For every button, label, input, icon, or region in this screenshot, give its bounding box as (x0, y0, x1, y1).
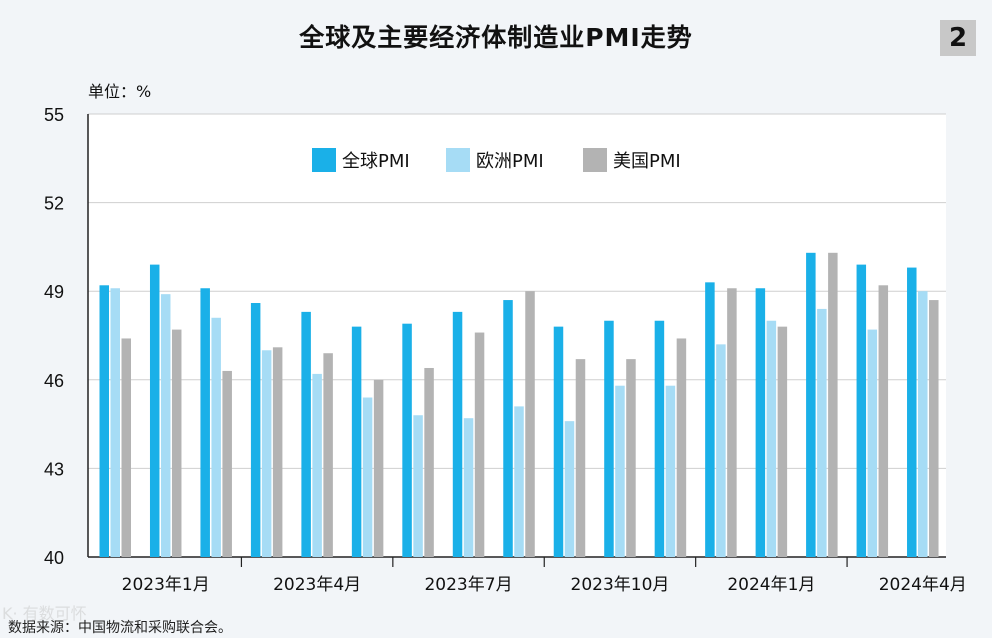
bar-global-2024-01 (705, 282, 715, 557)
bar-europe-2023-05 (312, 373, 322, 557)
bar-global-2023-02 (149, 264, 160, 557)
data-source-note: 数据来源：中国物流和采购联合会。 (8, 620, 232, 636)
legend-swatch-europe (446, 148, 470, 172)
bar-us-2024-03 (828, 252, 838, 557)
bar-global-2024-04 (856, 264, 867, 557)
bar-us-2023-01 (121, 338, 131, 557)
bar-us-2023-12 (676, 338, 687, 557)
legend-label-us: 美国PMI (613, 151, 681, 172)
bar-global-2023-04 (250, 303, 261, 557)
bar-global-2023-11 (604, 320, 614, 557)
legend-swatch-us (583, 148, 607, 172)
x-tick-label: 2023年10月 (571, 575, 670, 595)
bar-us-2023-04 (272, 347, 283, 557)
bar-us-2023-02 (171, 329, 182, 557)
bar-europe-2023-01 (110, 288, 120, 557)
y-tick-label: 49 (44, 282, 64, 302)
legend-swatch-global (312, 148, 336, 172)
legend-label-europe: 欧洲PMI (476, 151, 544, 172)
bar-us-2024-04 (878, 285, 889, 557)
bar-europe-2023-02 (160, 294, 171, 557)
y-tick-label: 43 (44, 459, 64, 479)
y-tick-label: 52 (44, 194, 64, 214)
bar-europe-2023-09 (514, 406, 524, 557)
bar-europe-2023-06 (362, 397, 373, 557)
bar-europe-2024-02 (766, 320, 777, 557)
bar-global-2023-09 (503, 300, 513, 557)
bar-europe-2023-11 (615, 385, 625, 557)
bar-us-2023-06 (373, 379, 384, 557)
bar-europe-2024-05 (918, 291, 928, 557)
bar-global-2024-05 (907, 267, 917, 557)
bar-europe-2023-07 (413, 415, 423, 557)
page-number-badge: 2 (940, 20, 976, 56)
bar-global-2023-05 (301, 311, 311, 557)
bar-us-2023-05 (323, 353, 333, 557)
x-tick-label: 2023年7月 (424, 575, 512, 595)
bar-us-2024-01 (727, 288, 737, 557)
x-tick-label: 2024年4月 (879, 575, 967, 595)
bar-global-2023-03 (200, 288, 210, 557)
x-tick-label: 2023年1月 (122, 575, 210, 595)
bar-us-2023-10 (575, 359, 586, 557)
bar-europe-2024-01 (716, 344, 726, 557)
bar-europe-2023-12 (665, 385, 676, 557)
chart-title: 全球及主要经济体制造业PMI走势 (299, 23, 693, 52)
bar-us-2024-02 (777, 326, 788, 557)
x-tick-label: 2023年4月 (273, 575, 361, 595)
y-tick-label: 46 (44, 371, 64, 391)
bar-us-2023-03 (222, 370, 232, 557)
unit-label: 单位：% (88, 82, 152, 101)
bar-us-2023-07 (424, 367, 434, 557)
bar-us-2023-08 (474, 332, 485, 557)
watermark: K· 有数可怀 (2, 604, 87, 623)
y-tick-label: 55 (44, 105, 64, 125)
bar-europe-2023-10 (564, 421, 575, 557)
bar-europe-2023-04 (261, 350, 272, 557)
bar-global-2023-07 (402, 323, 412, 557)
y-tick-label: 40 (44, 548, 64, 568)
bar-global-2023-08 (452, 311, 463, 557)
bar-europe-2023-08 (463, 418, 474, 557)
bar-us-2023-09 (525, 291, 535, 557)
x-tick-label: 2024年1月 (727, 575, 815, 595)
bar-europe-2024-04 (867, 329, 878, 557)
bar-europe-2024-03 (817, 308, 827, 557)
bar-global-2023-01 (99, 285, 109, 557)
bar-us-2024-05 (929, 300, 939, 557)
legend-label-global: 全球PMI (342, 151, 410, 172)
bar-global-2023-12 (654, 320, 665, 557)
bar-global-2023-06 (351, 326, 362, 557)
bar-global-2024-03 (806, 252, 816, 557)
bar-europe-2023-03 (211, 317, 221, 557)
bar-global-2024-02 (755, 288, 766, 557)
bar-global-2023-10 (553, 326, 564, 557)
bar-us-2023-11 (626, 359, 636, 557)
